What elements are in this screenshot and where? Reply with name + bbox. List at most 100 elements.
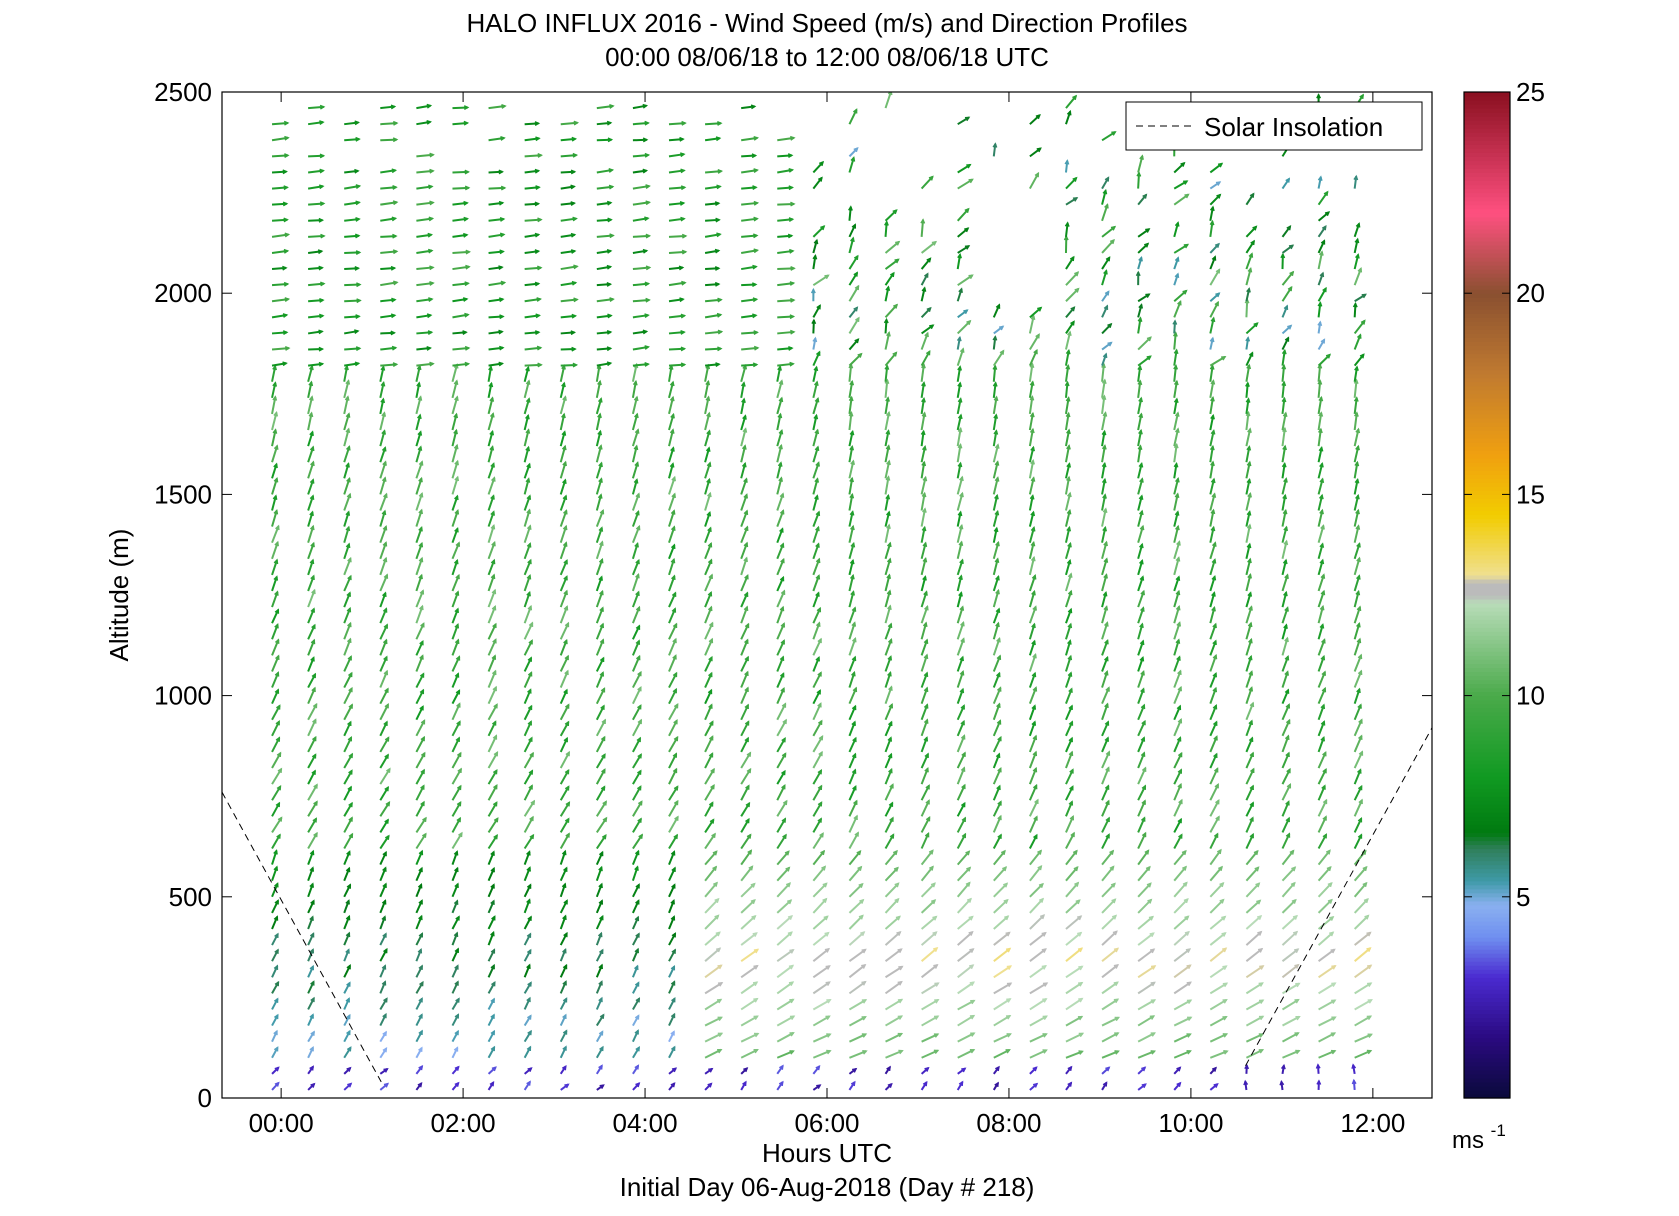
wind-arrow [1137,640,1145,656]
wind-arrow-head [561,412,566,419]
wind-arrow-head [885,493,891,500]
colorbar-segment [1464,236,1510,242]
wind-arrow-head [609,233,615,239]
wind-arrow-head [597,931,603,938]
wind-arrow [1353,176,1358,189]
wind-arrow [668,638,677,656]
wind-arrow-head [419,639,424,646]
wind-arrow [812,703,822,721]
wind-arrow [1173,478,1180,495]
wind-arrow-head [344,395,350,401]
wind-arrow [1173,193,1189,206]
wind-arrow [487,784,498,801]
wind-arrow-head [670,543,676,549]
wind-arrow [487,366,493,382]
wind-arrow [451,998,460,1010]
wind-arrow-head [711,832,716,838]
colorbar-unit-exponent: -1 [1491,1121,1506,1140]
wind-arrow [1209,965,1227,979]
wind-arrow-head [1211,541,1217,547]
wind-arrow-head [1287,285,1293,292]
wind-arrow [1173,162,1186,174]
wind-arrow [1317,704,1325,721]
wind-arrow-head [598,850,604,857]
wind-arrow [1318,965,1336,979]
wind-arrow-head [1176,540,1181,546]
wind-arrow [1137,767,1147,785]
wind-arrow-head [597,397,603,403]
wind-arrow-head [925,799,930,805]
wind-arrow-head [743,477,748,483]
wind-arrow [379,447,387,463]
wind-arrow [379,688,389,705]
wind-arrow-head [383,492,388,499]
wind-arrow-head [1248,637,1253,644]
wind-arrow [1209,640,1217,656]
wind-arrow [848,786,857,801]
wind-arrow-head [1186,964,1192,970]
wind-arrow-head [705,446,711,452]
wind-arrow [1028,413,1034,431]
wind-arrow-head [1101,362,1106,369]
colorbar-segment [1464,643,1510,648]
wind-arrow [992,304,1001,318]
wind-arrow [704,704,713,721]
wind-arrow-head [885,285,891,291]
wind-arrow [1317,176,1322,189]
wind-arrow-head [562,1045,567,1051]
wind-arrow-head [889,816,894,822]
wind-arrow [1353,914,1370,930]
wind-arrow-head [993,413,999,419]
wind-arrow [596,104,614,110]
wind-arrow [776,445,783,463]
wind-arrow-head [636,785,642,791]
wind-arrow [956,511,962,527]
wind-arrow [920,508,926,527]
wind-arrow-head [1282,411,1288,418]
wind-arrow-head [309,882,314,888]
wind-arrow [271,689,280,705]
wind-arrow [1245,364,1251,382]
wind-arrow-head [1029,362,1035,368]
wind-arrow [451,981,459,994]
wind-arrow-head [1356,574,1361,580]
wind-arrow-head [752,264,758,270]
colorbar-segment [1464,405,1510,411]
wind-arrow [452,297,468,303]
wind-arrow-head [1321,784,1326,790]
wind-arrow [812,320,815,334]
wind-arrow-head [454,509,460,515]
wind-arrow-head [1065,396,1071,402]
wind-arrow [1173,719,1183,737]
wind-arrow [884,460,891,479]
wind-arrow-head [934,999,940,1004]
wind-arrow-head [535,185,541,190]
colorbar-segment [1464,1021,1510,1027]
wind-arrow [343,721,352,737]
wind-arrow-head [1135,270,1141,277]
wind-arrow [668,981,676,994]
wind-arrow [1101,721,1110,737]
wind-arrow [1137,397,1143,415]
wind-arrow-head [825,965,831,970]
wind-arrow [1353,882,1368,898]
wind-arrow [632,704,642,721]
wind-arrow [307,754,317,769]
wind-arrow [307,949,314,962]
wind-arrow-head [282,265,288,271]
wind-arrow [776,753,787,769]
wind-arrow [920,332,929,350]
wind-arrow [1281,178,1291,190]
wind-arrow-head [708,735,714,741]
wind-arrow-head [958,574,963,580]
solar-insolation-line [222,791,382,1083]
wind-arrow [956,882,971,898]
wind-arrow [487,655,496,672]
wind-arrow [1173,686,1182,705]
wind-arrow-head [570,249,577,254]
wind-arrow [631,965,639,978]
wind-arrow-head [309,524,315,531]
wind-arrow-head [815,1065,821,1071]
wind-arrow [1137,832,1147,849]
wind-arrow-head [490,523,496,530]
